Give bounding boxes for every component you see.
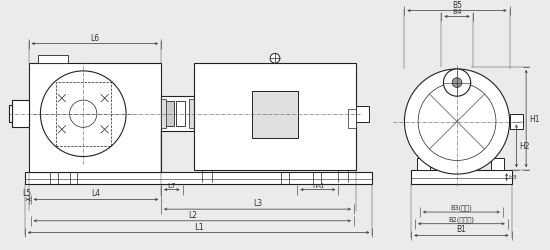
Bar xyxy=(411,170,512,184)
Bar xyxy=(510,114,523,130)
Text: L4: L4 xyxy=(91,189,101,198)
Circle shape xyxy=(40,72,126,157)
Text: B5: B5 xyxy=(452,0,462,10)
Bar xyxy=(491,158,504,170)
Text: L7: L7 xyxy=(168,182,176,188)
Text: L3: L3 xyxy=(253,198,262,207)
Text: L6: L6 xyxy=(90,34,100,42)
Bar xyxy=(12,101,29,128)
Text: H1: H1 xyxy=(529,115,540,124)
Bar xyxy=(313,172,321,184)
Circle shape xyxy=(452,78,462,88)
Text: B2(电机端): B2(电机端) xyxy=(448,215,475,222)
Bar xyxy=(56,82,111,146)
Text: L5: L5 xyxy=(22,189,31,198)
Text: H2: H2 xyxy=(519,142,530,151)
Circle shape xyxy=(443,70,471,97)
Bar xyxy=(348,110,356,129)
Text: L1: L1 xyxy=(194,222,204,230)
Bar xyxy=(161,97,194,132)
Bar xyxy=(25,172,372,184)
Bar xyxy=(281,172,289,184)
Bar xyxy=(194,64,356,170)
Bar xyxy=(356,106,370,122)
Bar xyxy=(252,92,298,138)
Bar xyxy=(29,64,161,172)
Bar xyxy=(417,158,430,170)
Circle shape xyxy=(404,70,510,174)
Bar xyxy=(164,102,174,127)
Circle shape xyxy=(270,54,280,64)
Text: n-d: n-d xyxy=(312,182,324,188)
Bar xyxy=(39,56,68,64)
Text: B3(泵端): B3(泵端) xyxy=(450,204,472,210)
Bar xyxy=(175,102,185,127)
Bar xyxy=(189,100,194,129)
Bar xyxy=(50,172,58,184)
Text: B1: B1 xyxy=(456,224,466,234)
Bar xyxy=(70,172,78,184)
Text: L2: L2 xyxy=(188,210,197,219)
Text: H3: H3 xyxy=(509,175,518,180)
Text: B4: B4 xyxy=(452,10,462,16)
Bar xyxy=(9,106,12,123)
Bar xyxy=(161,100,166,129)
Circle shape xyxy=(70,101,97,128)
